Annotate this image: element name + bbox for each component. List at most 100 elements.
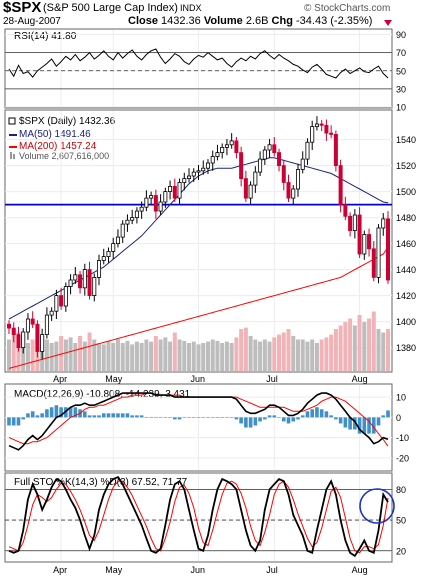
- volume-bar: [338, 325, 343, 371]
- volume-bar: [324, 337, 329, 371]
- macd-histogram-bar: [258, 417, 262, 422]
- volume-bar: [267, 341, 272, 371]
- candle-body: [239, 152, 244, 180]
- macd-histogram-bar: [357, 417, 362, 434]
- candle-body: [149, 195, 154, 199]
- candle-body: [177, 182, 182, 199]
- macd-histogram-bar: [225, 417, 229, 418]
- candle-body: [352, 214, 357, 231]
- volume-bar: [248, 336, 253, 371]
- volume-bar: [329, 334, 334, 371]
- macd-histogram-bar: [239, 417, 243, 424]
- candle-body: [319, 123, 324, 126]
- candle-body: [115, 236, 120, 245]
- chart-date: 28-Aug-2007: [3, 16, 61, 27]
- macd-histogram-bar: [281, 417, 286, 422]
- volume-legend-swatch: [10, 152, 12, 159]
- macd-histogram-bar: [206, 417, 210, 418]
- stochastic-panel: [4, 472, 393, 563]
- volume-bar: [291, 336, 296, 371]
- macd-histogram-bar: [83, 411, 87, 418]
- candle-body: [381, 218, 386, 229]
- macd-histogram-bar: [386, 410, 390, 418]
- candle-body: [262, 149, 267, 160]
- macd-histogram-bar: [130, 415, 134, 418]
- volume-bar: [78, 336, 83, 371]
- macd-histogram-bar: [59, 407, 63, 418]
- macd-histogram-bar: [376, 417, 381, 426]
- candle-body: [106, 250, 111, 257]
- macd-histogram-bar: [111, 413, 116, 418]
- stochastic-x-tick-label: Apr: [53, 565, 67, 575]
- candle-body: [376, 227, 381, 278]
- macd-histogram-bar: [272, 415, 277, 418]
- volume-bar: [63, 339, 68, 371]
- candle-body: [54, 295, 59, 312]
- rsi-tick-label: 30: [396, 84, 406, 94]
- volume-bar: [144, 339, 149, 371]
- volume-bar: [191, 341, 196, 371]
- candle-body: [111, 243, 116, 252]
- stochastic-x-tick-label: Jun: [191, 565, 206, 575]
- volume-bar: [253, 339, 258, 371]
- macd-histogram-bar: [154, 417, 158, 418]
- candle-body: [357, 214, 362, 255]
- volume-bar: [281, 332, 286, 371]
- macd-histogram-bar: [291, 417, 296, 422]
- candle-body: [220, 146, 225, 153]
- ma200-line: [8, 246, 389, 369]
- macd-histogram-bar: [11, 417, 16, 426]
- candle-body: [291, 188, 296, 199]
- macd-histogram-bar: [30, 411, 35, 418]
- volume-bar: [115, 339, 120, 371]
- candle-body: [78, 274, 83, 289]
- quote-summary: Close 1432.36 Volume 2.6B Chg -34.43 (-2…: [128, 16, 372, 27]
- macd-histogram-bar: [329, 415, 333, 418]
- annotation-circle: [359, 488, 395, 524]
- candle-body: [25, 318, 30, 333]
- macd-histogram-bar: [158, 417, 163, 418]
- macd-histogram-bar: [149, 417, 153, 418]
- candle-body: [300, 158, 305, 170]
- macd-histogram-bar: [92, 415, 97, 418]
- macd-histogram-bar: [68, 407, 73, 418]
- candle-body: [215, 152, 220, 157]
- price-tick-label: 1440: [396, 265, 416, 275]
- macd-histogram-bar: [7, 417, 11, 426]
- volume-value: 2.6B: [245, 15, 269, 27]
- candle-body: [348, 215, 353, 232]
- macd-histogram-bar: [305, 411, 310, 418]
- volume-bar: [73, 343, 78, 371]
- candle-body: [191, 171, 196, 177]
- candle-body: [248, 184, 253, 199]
- macd-histogram-bar: [362, 417, 367, 434]
- volume-bar: [125, 340, 130, 371]
- volume-bar: [120, 343, 125, 371]
- macd-histogram-bar: [201, 417, 206, 418]
- price-tick-label: 1400: [396, 317, 416, 327]
- candle-body: [324, 124, 329, 134]
- candle-body: [253, 171, 258, 186]
- macd-histogram-bar: [116, 413, 120, 418]
- macd-histogram-bar: [220, 417, 224, 418]
- stochastic-d-line: [8, 480, 389, 554]
- macd-histogram-bar: [135, 415, 139, 418]
- candle-body: [168, 185, 173, 192]
- candle-body: [338, 165, 343, 206]
- volume-bar: [310, 339, 315, 371]
- volume-bar: [314, 343, 319, 371]
- chg-value: -34.43 (-2.35%): [296, 15, 373, 27]
- candle-body: [87, 269, 92, 297]
- candle-body: [134, 210, 139, 219]
- macd-panel: [4, 383, 393, 472]
- macd-histogram-bar: [26, 413, 30, 418]
- candle-body: [144, 197, 149, 208]
- volume-bar: [25, 343, 30, 371]
- volume-label: Volume: [203, 15, 243, 27]
- price-x-tick-label: Jun: [191, 374, 206, 384]
- volume-bar: [11, 329, 16, 371]
- macd-histogram-bar: [106, 413, 111, 418]
- rsi-line: [8, 48, 389, 79]
- ma50-legend-swatch: [9, 134, 17, 136]
